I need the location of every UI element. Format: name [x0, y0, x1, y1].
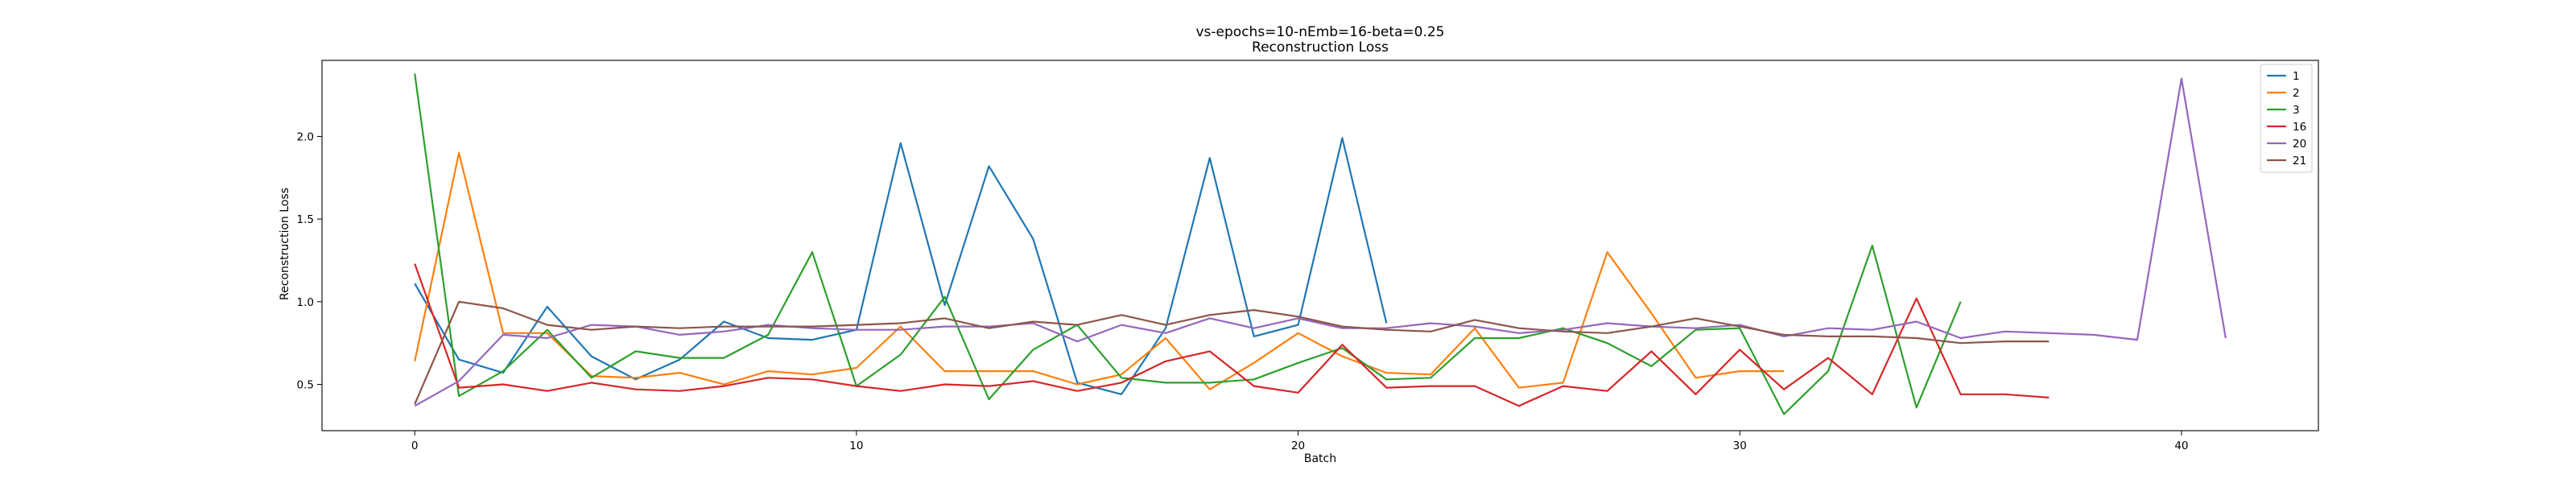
legend-label-1: 1: [2293, 70, 2300, 83]
x-tick-label: 40: [2174, 440, 2188, 452]
legend: 1 2 3 16 20 21: [2260, 64, 2313, 173]
y-tick-label: 1.0: [297, 296, 314, 309]
series-line-3: [414, 73, 1962, 415]
x-tick-label: 20: [1291, 440, 1305, 452]
y-axis-label: Reconstruction Loss: [279, 188, 291, 300]
x-tick-label: 30: [1733, 440, 1747, 452]
legend-label-2: 2: [2293, 87, 2300, 100]
y-tick-label: 1.5: [297, 213, 314, 226]
series-line-1: [414, 137, 1388, 395]
plot-area: [414, 73, 2227, 415]
x-tick-label: 0: [411, 440, 419, 452]
x-tick-label: 10: [849, 440, 863, 452]
chart-subtitle: Reconstruction Loss: [1252, 39, 1389, 56]
legend-box: [2260, 64, 2313, 173]
y-tick-label: 0.5: [297, 379, 314, 392]
legend-label-20: 20: [2293, 138, 2306, 151]
y-axis: 0.5 1.0 1.5 2.0: [297, 130, 322, 392]
series-line-16: [414, 263, 2050, 407]
legend-label-3: 3: [2293, 104, 2300, 117]
x-axis: 0 10 20 30 40: [411, 431, 2189, 452]
axes-frame: [321, 60, 2319, 431]
series-line-21: [414, 300, 2050, 405]
series-line-2: [414, 151, 1785, 390]
chart-title: vs-epochs=10-nEmb=16-beta=0.25: [1196, 24, 1445, 40]
y-tick-label: 2.0: [297, 130, 314, 143]
legend-label-21: 21: [2293, 155, 2306, 167]
x-axis-label: Batch: [1304, 452, 1336, 465]
series-line-20: [414, 77, 2227, 407]
legend-label-16: 16: [2293, 121, 2306, 134]
